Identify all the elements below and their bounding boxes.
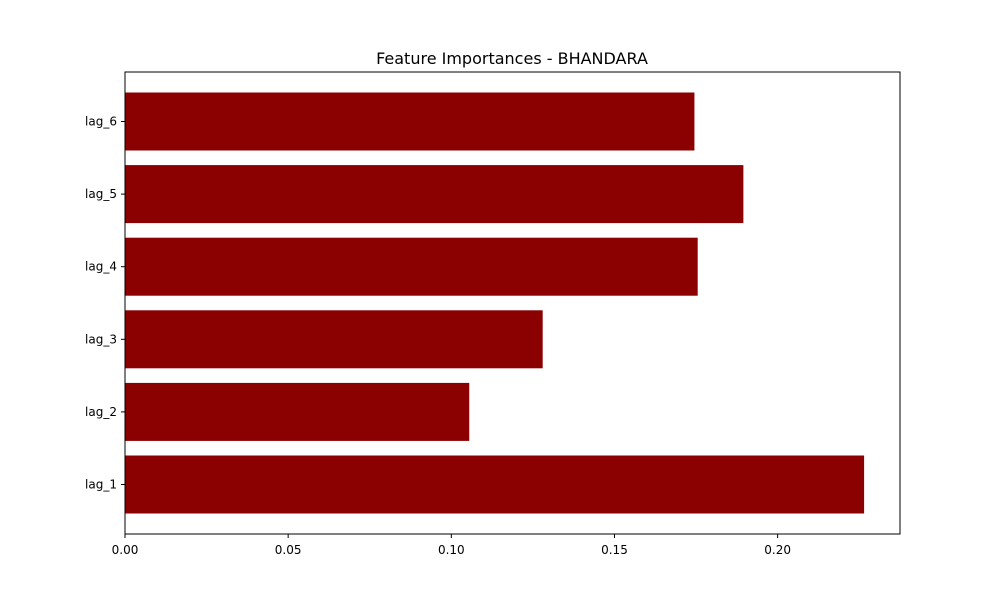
bar-lag_1 — [125, 455, 865, 514]
bar-lag_3 — [125, 310, 543, 369]
bar-lag_2 — [125, 382, 470, 441]
bar-lag_5 — [125, 165, 744, 224]
x-tick-label: 0.20 — [764, 543, 791, 557]
x-tick-label: 0.05 — [275, 543, 302, 557]
bars-group — [125, 92, 865, 514]
y-tick-label: lag_5 — [85, 187, 117, 201]
bar-lag_4 — [125, 237, 698, 296]
y-tick-label: lag_3 — [85, 332, 117, 346]
y-axis-ticks: lag_1 lag_2 lag_3 lag_4 lag_5 lag_6 — [85, 115, 125, 492]
plot-frame — [124, 71, 901, 535]
x-tick-label: 0.10 — [438, 543, 465, 557]
chart-title: Feature Importances - BHANDARA — [376, 49, 648, 68]
x-axis-ticks: 0.00 0.05 0.10 0.15 0.20 — [112, 534, 791, 557]
x-tick-label: 0.00 — [112, 543, 139, 557]
y-tick-label: lag_4 — [85, 260, 117, 274]
y-tick-label: lag_1 — [85, 478, 117, 492]
bar-lag_6 — [125, 92, 695, 151]
y-tick-label: lag_6 — [85, 115, 117, 129]
y-tick-label: lag_2 — [85, 405, 117, 419]
x-tick-label: 0.15 — [601, 543, 628, 557]
